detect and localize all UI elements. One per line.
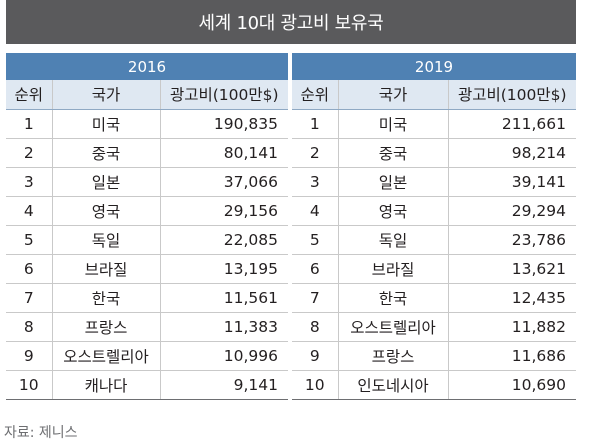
table-header-row: 순위 국가 광고비(100만$) (292, 80, 576, 110)
table-row: 10 캐나다 9,141 (6, 370, 288, 400)
country-cell: 캐나다 (52, 370, 161, 400)
country-cell: 한국 (52, 283, 161, 313)
rank-cell: 8 (292, 312, 339, 342)
ad-spend-cell: 37,066 (160, 167, 288, 197)
ad-spend-cell: 10,690 (448, 370, 576, 400)
table-row: 3 일본 37,066 (6, 167, 288, 197)
table-row: 8 오스트렐리아 11,882 (292, 312, 576, 342)
ad-spend-cell: 13,621 (448, 254, 576, 284)
rank-cell: 2 (292, 138, 339, 168)
table-row: 1 미국 190,835 (6, 109, 288, 139)
ad-spend-cell: 12,435 (448, 283, 576, 313)
rank-cell: 6 (292, 254, 339, 284)
rank-cell: 7 (292, 283, 339, 313)
source-note: 자료: 제니스 (4, 425, 78, 441)
table-row: 7 한국 12,435 (292, 283, 576, 313)
ad-spend-cell: 11,561 (160, 283, 288, 313)
ad-spend-cell: 98,214 (448, 138, 576, 168)
country-header: 국가 (338, 80, 449, 110)
country-cell: 중국 (338, 138, 449, 168)
ad-spend-header: 광고비(100만$) (448, 80, 576, 110)
country-header: 국가 (52, 80, 161, 110)
table-row: 4 영국 29,156 (6, 196, 288, 226)
ad-spend-cell: 29,156 (160, 196, 288, 226)
country-cell: 영국 (338, 196, 449, 226)
table-divider (288, 53, 292, 413)
rank-cell: 3 (6, 167, 53, 197)
table-row: 5 독일 22,085 (6, 225, 288, 255)
ad-spend-cell: 190,835 (160, 109, 288, 139)
rank-header: 순위 (6, 80, 53, 110)
ad-spend-cell: 211,661 (448, 109, 576, 139)
table-row: 9 프랑스 11,686 (292, 341, 576, 371)
table-header-row: 순위 국가 광고비(100만$) (6, 80, 288, 110)
country-cell: 오스트렐리아 (338, 312, 449, 342)
country-cell: 브라질 (338, 254, 449, 284)
rank-header: 순위 (292, 80, 339, 110)
ad-spend-cell: 9,141 (160, 370, 288, 400)
table-row: 6 브라질 13,195 (6, 254, 288, 284)
year-header-2016: 2016 (6, 53, 288, 80)
country-cell: 일본 (52, 167, 161, 197)
country-cell: 프랑스 (52, 312, 161, 342)
table-row: 10 인도네시아 10,690 (292, 370, 576, 400)
ad-spend-cell: 22,085 (160, 225, 288, 255)
table-row: 9 오스트렐리아 10,996 (6, 341, 288, 371)
ad-spend-cell: 80,141 (160, 138, 288, 168)
rank-cell: 8 (6, 312, 53, 342)
rank-cell: 3 (292, 167, 339, 197)
country-cell: 오스트렐리아 (52, 341, 161, 371)
ad-spend-cell: 10,996 (160, 341, 288, 371)
ranking-table-2019: 순위 국가 광고비(100만$) 1 미국 211,661 2 중국 98,214 3 일본 3… (292, 80, 576, 400)
table-row: 8 프랑스 11,383 (6, 312, 288, 342)
rank-cell: 6 (6, 254, 53, 284)
country-cell: 일본 (338, 167, 449, 197)
table-row: 7 한국 11,561 (6, 283, 288, 313)
ad-spend-header: 광고비(100만$) (160, 80, 288, 110)
ranking-table-2016: 순위 국가 광고비(100만$) 1 미국 190,835 2 중국 80,141 3 일본 3… (6, 80, 288, 400)
rank-cell: 2 (6, 138, 53, 168)
table-row: 6 브라질 13,621 (292, 254, 576, 284)
table-row: 2 중국 98,214 (292, 138, 576, 168)
ad-spend-cell: 39,141 (448, 167, 576, 197)
rank-cell: 5 (292, 225, 339, 255)
table-row: 2 중국 80,141 (6, 138, 288, 168)
ad-spend-cell: 11,383 (160, 312, 288, 342)
ad-spend-cell: 23,786 (448, 225, 576, 255)
ad-spend-cell: 11,686 (448, 341, 576, 371)
rank-cell: 1 (292, 109, 339, 139)
rank-cell: 10 (292, 370, 339, 400)
country-cell: 프랑스 (338, 341, 449, 371)
rank-cell: 4 (6, 196, 53, 226)
country-cell: 한국 (338, 283, 449, 313)
table-row: 4 영국 29,294 (292, 196, 576, 226)
table-row: 3 일본 39,141 (292, 167, 576, 197)
rank-cell: 4 (292, 196, 339, 226)
table-row: 1 미국 211,661 (292, 109, 576, 139)
ranking-table-body: 순위 국가 광고비(100만$) 1 미국 190,835 2 중국 80,141 3 일본 3… (6, 80, 288, 400)
country-cell: 중국 (52, 138, 161, 168)
page-title: 세계 10대 광고비 보유국 (6, 0, 576, 44)
ad-spend-cell: 13,195 (160, 254, 288, 284)
country-cell: 미국 (338, 109, 449, 139)
ranking-table-body: 순위 국가 광고비(100만$) 1 미국 211,661 2 중국 98,214 3 일본 3… (292, 80, 576, 400)
ad-spend-cell: 29,294 (448, 196, 576, 226)
country-cell: 브라질 (52, 254, 161, 284)
rank-cell: 10 (6, 370, 53, 400)
table-row: 5 독일 23,786 (292, 225, 576, 255)
rank-cell: 7 (6, 283, 53, 313)
rank-cell: 5 (6, 225, 53, 255)
country-cell: 미국 (52, 109, 161, 139)
ad-spend-cell: 11,882 (448, 312, 576, 342)
country-cell: 인도네시아 (338, 370, 449, 400)
year-header-2019: 2019 (292, 53, 576, 80)
country-cell: 영국 (52, 196, 161, 226)
rank-cell: 9 (6, 341, 53, 371)
rank-cell: 1 (6, 109, 53, 139)
rank-cell: 9 (292, 341, 339, 371)
country-cell: 독일 (52, 225, 161, 255)
country-cell: 독일 (338, 225, 449, 255)
